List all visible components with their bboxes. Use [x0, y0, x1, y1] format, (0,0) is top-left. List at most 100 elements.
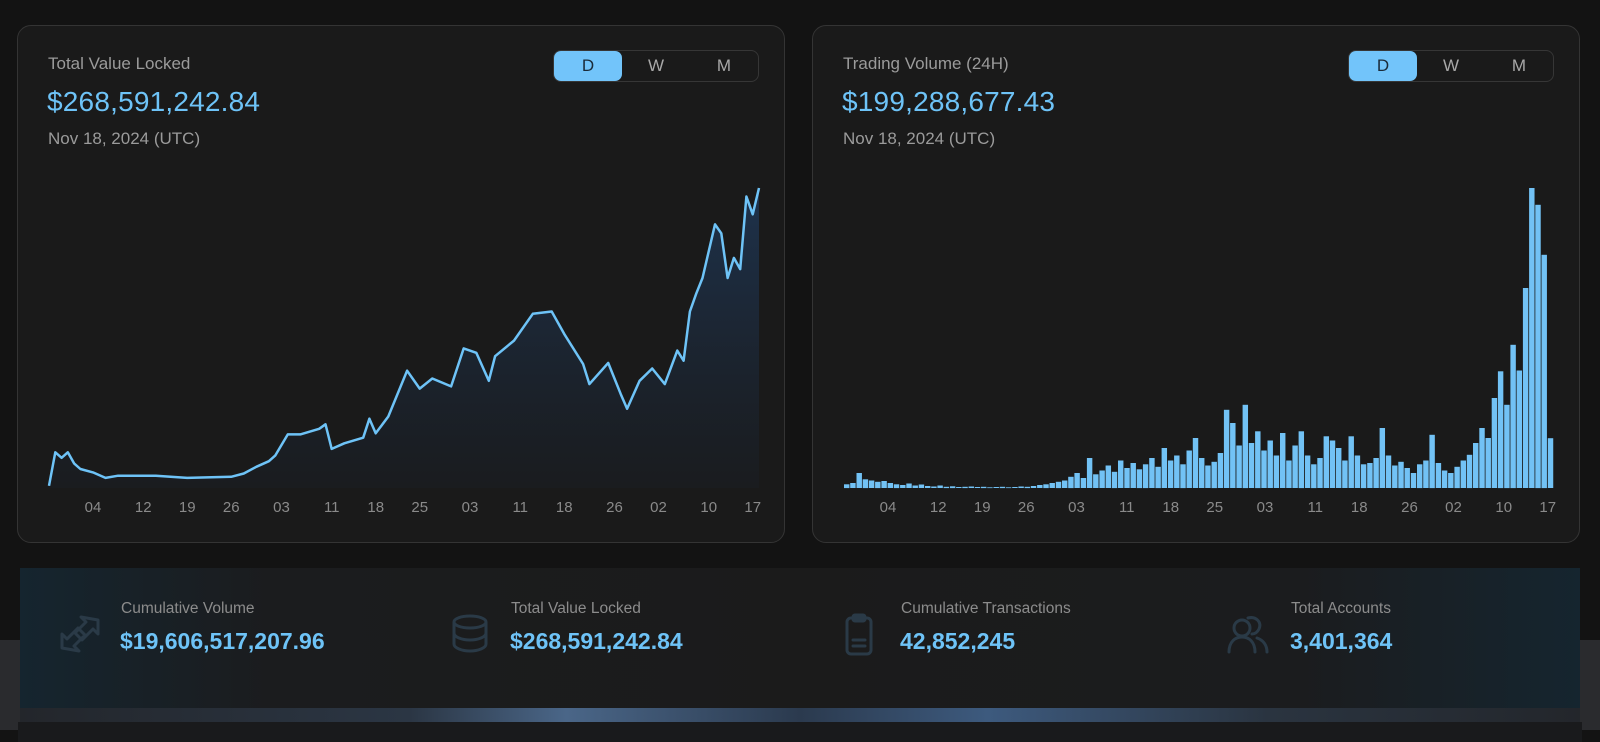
volume-bar[interactable]	[1392, 466, 1397, 489]
volume-bar[interactable]	[1031, 486, 1036, 488]
volume-bar[interactable]	[1093, 474, 1098, 488]
volume-bar[interactable]	[1336, 448, 1341, 488]
volume-bar[interactable]	[1542, 255, 1547, 488]
volume-bar[interactable]	[1243, 405, 1248, 488]
volume-bar[interactable]	[1174, 456, 1179, 489]
volume-bar[interactable]	[1025, 487, 1030, 488]
volume-bar[interactable]	[1143, 464, 1148, 488]
volume-bar[interactable]	[869, 481, 874, 489]
volume-bar[interactable]	[1429, 435, 1434, 488]
volume-bar[interactable]	[1006, 487, 1011, 488]
volume-bar[interactable]	[1081, 478, 1086, 488]
volume-bar[interactable]	[944, 487, 949, 488]
volume-bar[interactable]	[1012, 487, 1017, 488]
volume-bar[interactable]	[1498, 371, 1503, 488]
volume-bar[interactable]	[1218, 453, 1223, 488]
volume-bar[interactable]	[1043, 484, 1048, 488]
volume-bar[interactable]	[969, 487, 974, 489]
volume-bar[interactable]	[888, 483, 893, 488]
volume-bar[interactable]	[1355, 456, 1360, 489]
volume-bar[interactable]	[1149, 458, 1154, 488]
volume-bar[interactable]	[1187, 451, 1192, 489]
volume-bar[interactable]	[875, 482, 880, 488]
volume-bar[interactable]	[1292, 446, 1297, 489]
volume-bar[interactable]	[1324, 436, 1329, 488]
volume-bar[interactable]	[1087, 458, 1092, 488]
volume-bar[interactable]	[1162, 448, 1167, 488]
volume-bar[interactable]	[1155, 467, 1160, 488]
volume-bar[interactable]	[1510, 345, 1515, 488]
volume-bar[interactable]	[1249, 443, 1254, 488]
volume-bar[interactable]	[1436, 463, 1441, 488]
volume-bar[interactable]	[1361, 464, 1366, 488]
volume-bar[interactable]	[1448, 473, 1453, 488]
volume-bar[interactable]	[925, 486, 930, 488]
volume-bar[interactable]	[1311, 464, 1316, 488]
volume-bar[interactable]	[1317, 458, 1322, 488]
volume-bar[interactable]	[1305, 456, 1310, 489]
volume-bar[interactable]	[913, 486, 918, 489]
volume-bar[interactable]	[1504, 405, 1509, 488]
volume-bar[interactable]	[894, 484, 899, 488]
volume-bar[interactable]	[1535, 205, 1540, 488]
volume-bar[interactable]	[1074, 473, 1079, 488]
volume-bar[interactable]	[1523, 288, 1528, 488]
volume-bar[interactable]	[1050, 483, 1055, 488]
volume-bar[interactable]	[1529, 188, 1534, 488]
volume-bar[interactable]	[1330, 441, 1335, 489]
volume-bar[interactable]	[1037, 485, 1042, 488]
volume-bar[interactable]	[1299, 431, 1304, 488]
volume-bar[interactable]	[994, 487, 999, 488]
volume-bar[interactable]	[850, 483, 855, 488]
volume-bar[interactable]	[1479, 428, 1484, 488]
volume-bar[interactable]	[863, 479, 868, 488]
volume-bar[interactable]	[1398, 462, 1403, 488]
volume-bar[interactable]	[1486, 438, 1491, 488]
volume-bar[interactable]	[1380, 428, 1385, 488]
volume-bar[interactable]	[1280, 433, 1285, 488]
volume-bar[interactable]	[1548, 438, 1553, 488]
volume-bar[interactable]	[1106, 466, 1111, 489]
volume-bar[interactable]	[1423, 461, 1428, 489]
volume-bar[interactable]	[900, 485, 905, 488]
volume-bar[interactable]	[1517, 371, 1522, 489]
volume-bar[interactable]	[1373, 458, 1378, 488]
volume-bar[interactable]	[1411, 473, 1416, 488]
volume-bar[interactable]	[1349, 436, 1354, 488]
volume-bar[interactable]	[962, 487, 967, 488]
volume-bar[interactable]	[1099, 471, 1104, 489]
volume-bar[interactable]	[1193, 438, 1198, 488]
volume-bar[interactable]	[1131, 463, 1136, 488]
volume-bar[interactable]	[981, 487, 986, 488]
volume-bar[interactable]	[1261, 451, 1266, 489]
volume-bar[interactable]	[931, 487, 936, 489]
volume-bar[interactable]	[1467, 455, 1472, 488]
volume-bar[interactable]	[1205, 466, 1210, 489]
volume-bar[interactable]	[1342, 461, 1347, 489]
volume-bar[interactable]	[1124, 468, 1129, 488]
volume-bar[interactable]	[1068, 477, 1073, 488]
volume-bar[interactable]	[1473, 443, 1478, 488]
volume-bar[interactable]	[1405, 468, 1410, 488]
volume-bar[interactable]	[937, 486, 942, 489]
volume-bar[interactable]	[1112, 472, 1117, 488]
volume-bar[interactable]	[1118, 461, 1123, 489]
volume-bar[interactable]	[1168, 461, 1173, 489]
volume-bar[interactable]	[1018, 487, 1023, 489]
volume-bar[interactable]	[987, 487, 992, 488]
volume-bar[interactable]	[1056, 482, 1061, 488]
volume-bar[interactable]	[1492, 398, 1497, 488]
volume-bar[interactable]	[950, 486, 955, 488]
volume-bar[interactable]	[1268, 441, 1273, 489]
volume-bar[interactable]	[1199, 458, 1204, 488]
volume-bar[interactable]	[1367, 463, 1372, 488]
volume-bar[interactable]	[1386, 456, 1391, 489]
volume-bar[interactable]	[1230, 423, 1235, 488]
volume-bar[interactable]	[1000, 487, 1005, 488]
volume-bar[interactable]	[1274, 456, 1279, 489]
volume-bar[interactable]	[1255, 431, 1260, 488]
volume-bar[interactable]	[956, 487, 961, 488]
volume-bar[interactable]	[844, 484, 849, 488]
volume-bar[interactable]	[1461, 461, 1466, 489]
volume-bar[interactable]	[1137, 469, 1142, 488]
